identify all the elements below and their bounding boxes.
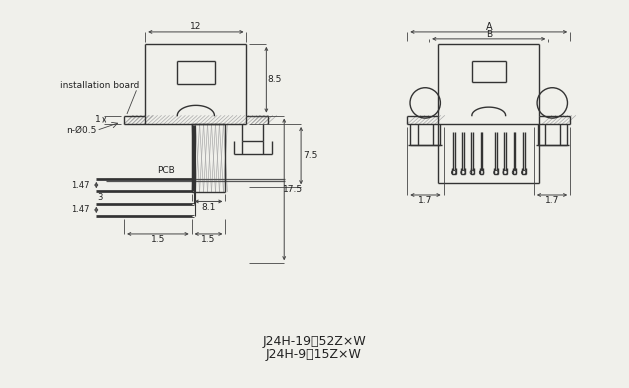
Text: 8.1: 8.1 [201, 203, 216, 212]
Text: 1.5: 1.5 [201, 236, 216, 244]
Text: 3: 3 [97, 193, 103, 202]
Text: 17.5: 17.5 [283, 185, 303, 194]
Text: 1.47: 1.47 [71, 180, 89, 190]
Text: 8.5: 8.5 [267, 75, 281, 84]
Text: installation board: installation board [60, 81, 139, 90]
Text: A: A [486, 22, 492, 32]
Text: 1: 1 [96, 115, 101, 124]
Text: n-Ø0.5: n-Ø0.5 [66, 126, 96, 135]
Text: 12: 12 [190, 23, 201, 31]
Text: 1.7: 1.7 [545, 196, 559, 206]
Text: 7.5: 7.5 [303, 151, 317, 160]
Text: 1.47: 1.47 [71, 205, 89, 215]
Text: 1.5: 1.5 [151, 236, 165, 244]
Text: 1.7: 1.7 [418, 196, 433, 206]
Text: B: B [486, 30, 492, 40]
Text: J24H-9、15Z×W: J24H-9、15Z×W [266, 348, 362, 361]
Text: J24H-19～52Z×W: J24H-19～52Z×W [262, 336, 366, 348]
Text: PCB: PCB [157, 166, 175, 175]
